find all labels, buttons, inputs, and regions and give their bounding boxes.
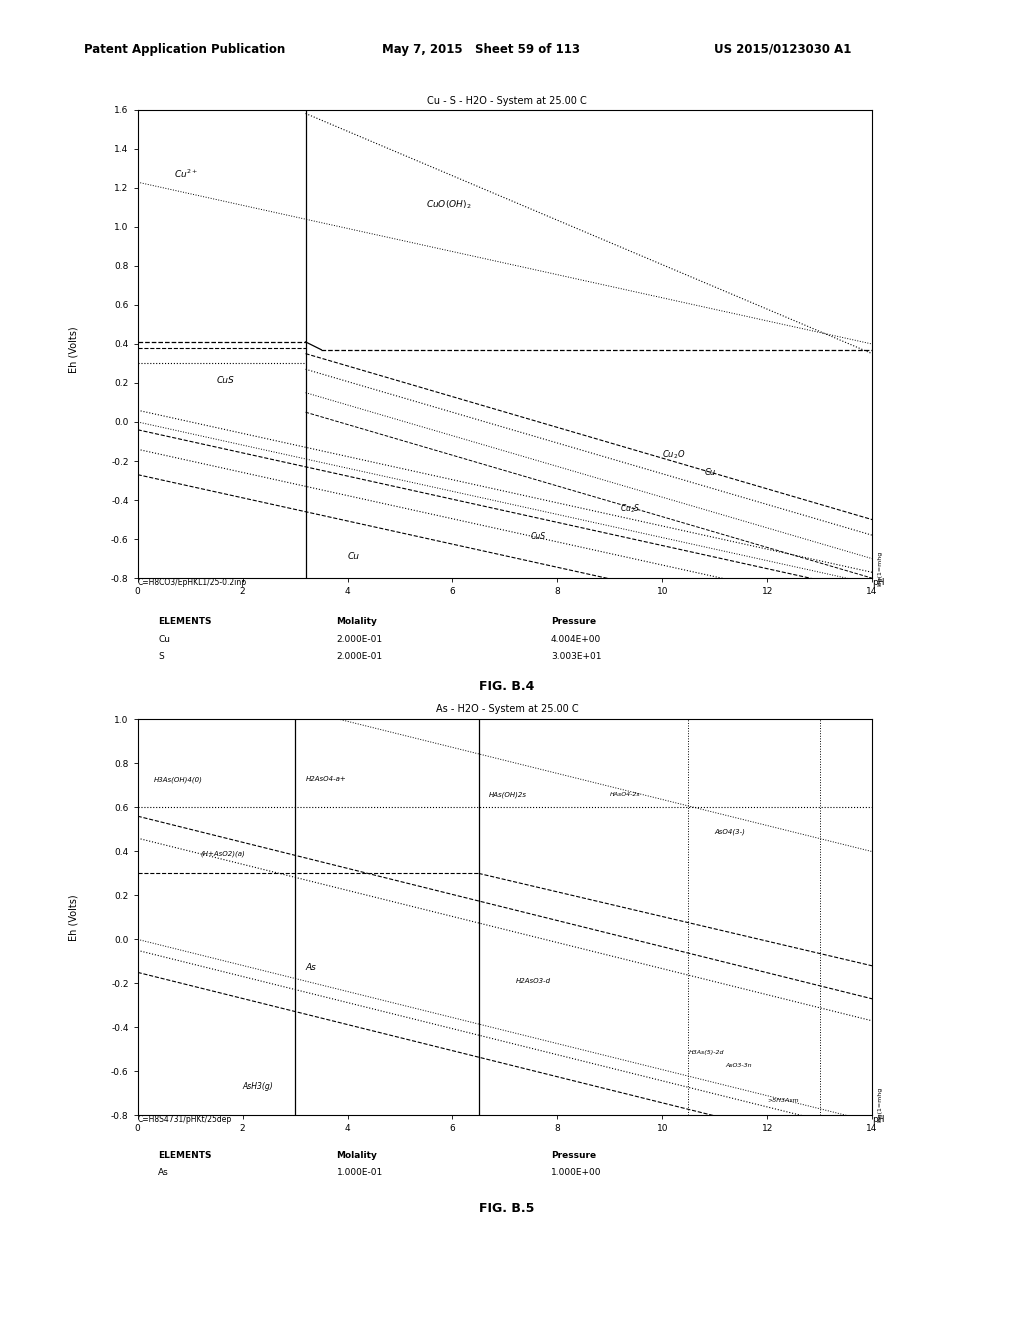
Text: Pressure: Pressure <box>550 618 595 627</box>
Text: FIG. B.5: FIG. B.5 <box>479 1201 534 1214</box>
Text: HAsO4-2s: HAsO4-2s <box>609 792 640 797</box>
Text: 2.000E-01: 2.000E-01 <box>336 635 382 644</box>
Text: 4.004E+00: 4.004E+00 <box>550 635 600 644</box>
Text: >5H3Asm: >5H3Asm <box>766 1098 798 1104</box>
Text: H2AsO4-a+: H2AsO4-a+ <box>306 776 346 781</box>
Text: Cu: Cu <box>158 635 170 644</box>
Text: (H+AsO2)(a): (H+AsO2)(a) <box>201 851 246 857</box>
Text: Molality: Molality <box>336 1151 377 1160</box>
Text: H2AsO3-d: H2AsO3-d <box>515 978 550 985</box>
Text: As - H2O - System at 25.00 C: As - H2O - System at 25.00 C <box>435 704 578 714</box>
Text: $CuO(OH)_2$: $CuO(OH)_2$ <box>426 198 471 211</box>
Text: S: S <box>158 652 164 661</box>
Text: As: As <box>306 964 316 973</box>
Text: pH: pH <box>871 1115 883 1125</box>
Text: Patent Application Publication: Patent Application Publication <box>84 42 284 55</box>
Text: AsO4(3-): AsO4(3-) <box>714 829 745 836</box>
Text: Pressure: Pressure <box>550 1151 595 1160</box>
Text: Eh (Volts): Eh (Volts) <box>68 894 78 941</box>
Text: CuS: CuS <box>531 532 546 541</box>
Text: Molality: Molality <box>336 618 377 627</box>
Text: pH: pH <box>871 578 883 587</box>
Text: Cu: Cu <box>347 552 359 561</box>
Text: 2.000E-01: 2.000E-01 <box>336 652 382 661</box>
Text: ELEMENTS: ELEMENTS <box>158 1151 211 1160</box>
Text: $Cu_2O$: $Cu_2O$ <box>661 447 685 461</box>
Text: FIG. B.4: FIG. B.4 <box>479 680 534 693</box>
Text: Eh (Volts): Eh (Volts) <box>68 326 78 374</box>
Text: $Cu_2S$: $Cu_2S$ <box>620 503 640 515</box>
Text: H3As(OH)4(0): H3As(OH)4(0) <box>153 776 202 783</box>
Text: As: As <box>158 1168 169 1177</box>
Text: ELEMENTS: ELEMENTS <box>158 618 211 627</box>
Text: Cu - S - H2O - System at 25.00 C: Cu - S - H2O - System at 25.00 C <box>427 95 586 106</box>
Text: US 2015/0123030 A1: US 2015/0123030 A1 <box>713 42 851 55</box>
Text: C=H8CO3/EpHKL1/25-0.2inp: C=H8CO3/EpHKL1/25-0.2inp <box>138 578 247 587</box>
Text: Cu: Cu <box>703 467 714 477</box>
Text: $Cu^{2+}$: $Cu^{2+}$ <box>174 168 199 180</box>
Text: 1.000E+00: 1.000E+00 <box>550 1168 601 1177</box>
Text: AsO3-3n: AsO3-3n <box>725 1063 751 1068</box>
Text: 3.003E+01: 3.003E+01 <box>550 652 601 661</box>
Text: log(1=mhg: log(1=mhg <box>876 1086 881 1122</box>
Text: 1.000E-01: 1.000E-01 <box>336 1168 382 1177</box>
Text: HAs(OH)2s: HAs(OH)2s <box>489 792 527 797</box>
Text: AsH3(g): AsH3(g) <box>243 1082 273 1092</box>
Text: May 7, 2015   Sheet 59 of 113: May 7, 2015 Sheet 59 of 113 <box>382 42 580 55</box>
Text: C=H8S4731/pHKt/25dep: C=H8S4731/pHKt/25dep <box>138 1115 231 1125</box>
Text: CuS: CuS <box>216 376 234 385</box>
Text: log(1=mhg: log(1=mhg <box>876 550 881 586</box>
Text: H3As(5)-2d: H3As(5)-2d <box>688 1049 723 1055</box>
